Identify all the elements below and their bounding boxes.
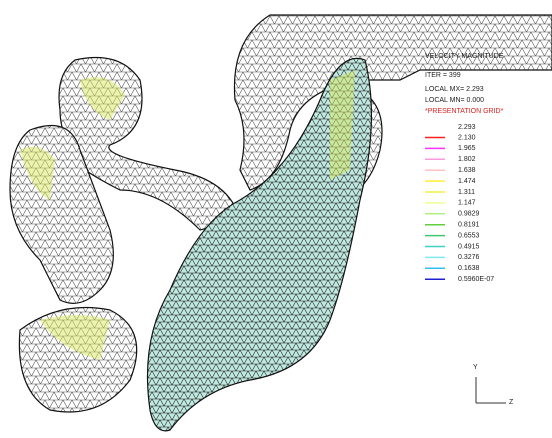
legend-top: 2.293 (458, 124, 476, 131)
legend-label: 0.3276 (458, 254, 480, 261)
legend: 2.130 1.965 1.802 1.638 1.474 1.311 1.147 0.982… (425, 134, 494, 283)
header-line: LOCAL MX= 2.293 (425, 86, 484, 93)
legend-label: 1.802 (458, 156, 476, 163)
legend-label: 1.638 (458, 167, 476, 174)
header-line: ITER = 399 (425, 72, 461, 79)
legend-label: 0.9829 (458, 211, 480, 218)
legend-label: 0.8191 (458, 222, 480, 229)
legend-label: 1.311 (458, 189, 475, 196)
legend-label: 2.130 (458, 134, 476, 141)
visualization: VELOCITY MAGNITUDE ITER = 399 LOCAL MX= … (0, 0, 552, 438)
axis-triad: Y Z (473, 364, 514, 406)
legend-label: 0.6553 (458, 232, 480, 239)
legend-label: 1.147 (458, 200, 476, 207)
legend-label: 1.474 (458, 178, 476, 185)
legend-label: 0.5960E-07 (458, 276, 494, 283)
axis-label: Z (509, 399, 514, 406)
axis-label: Y (473, 364, 478, 371)
legend-label: 1.965 (458, 145, 476, 152)
legend-label: 0.4915 (458, 243, 480, 250)
grid-label: *PRESENTATION GRID* (425, 108, 504, 115)
legend-label: 0.1638 (458, 265, 480, 272)
page: VELOCITY MAGNITUDE ITER = 399 LOCAL MX= … (0, 0, 552, 438)
header-line: VELOCITY MAGNITUDE (425, 53, 504, 60)
header-line: LOCAL MN= 0.000 (425, 97, 484, 104)
